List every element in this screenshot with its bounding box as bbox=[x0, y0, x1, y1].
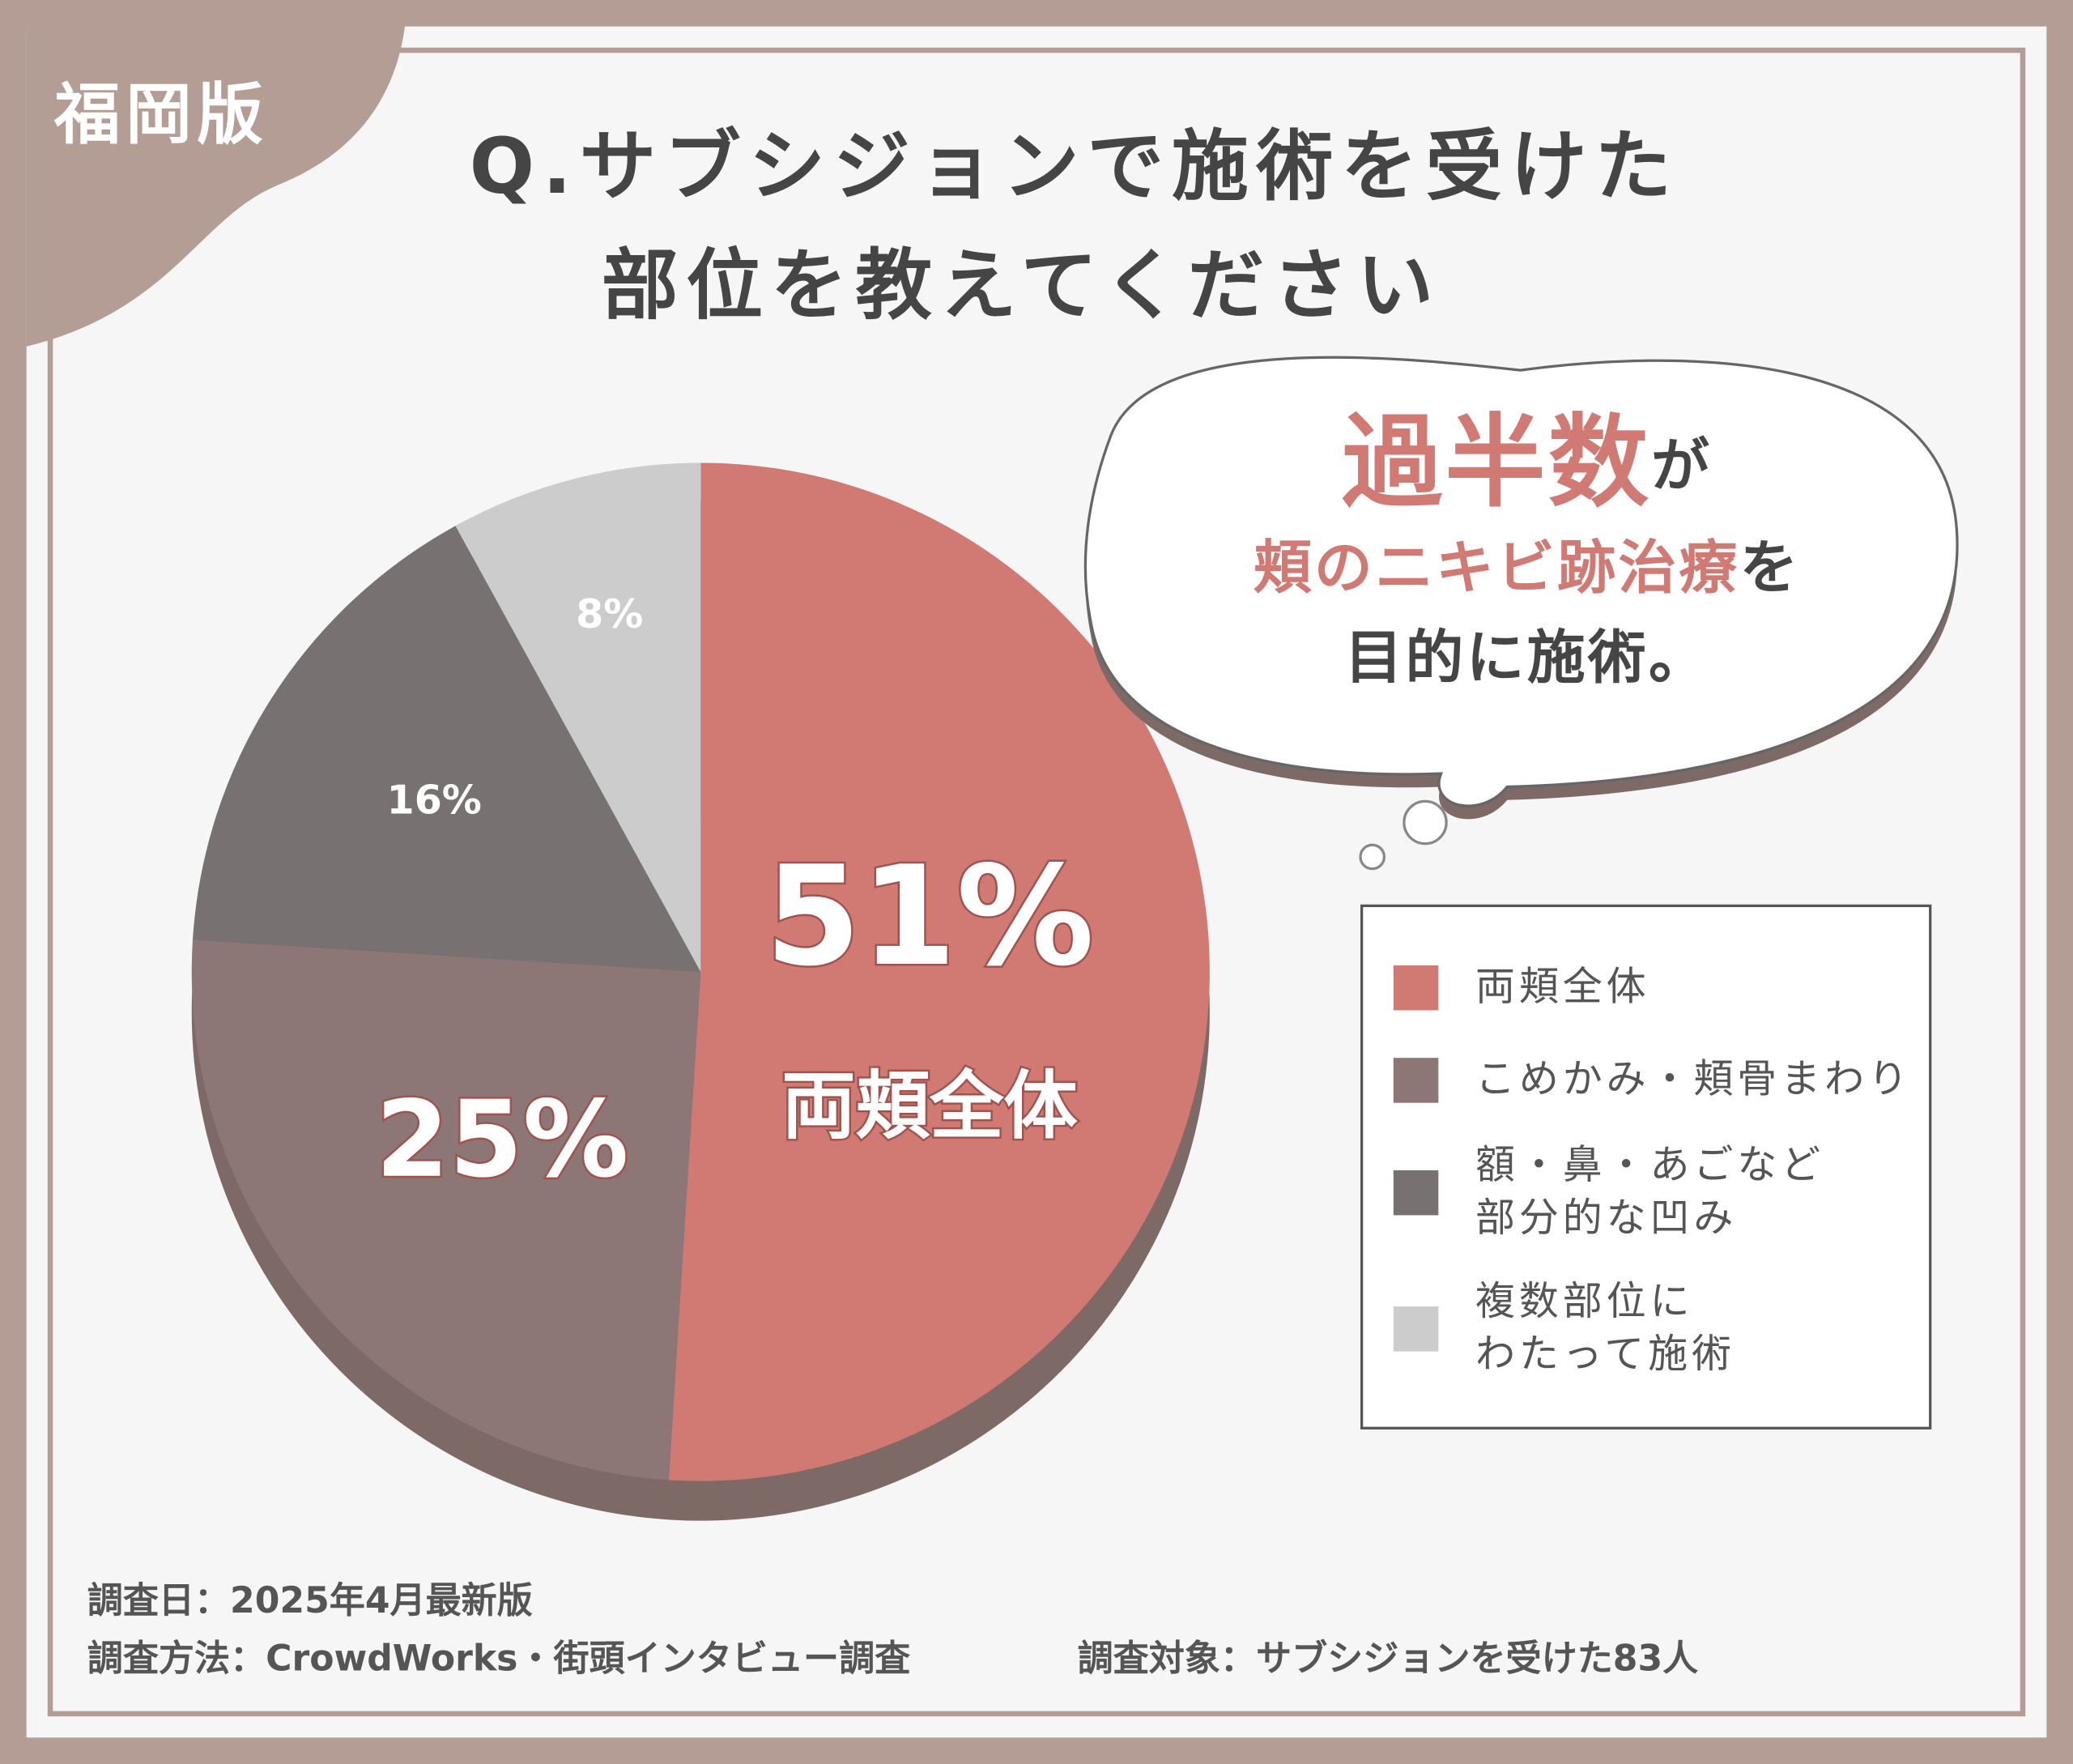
callout bbox=[1083, 356, 1959, 807]
slice-label: 両頬全体 bbox=[781, 1063, 1078, 1149]
footer: 調査日：2025年4月最新版 bbox=[87, 1580, 533, 1621]
pie-slice bbox=[191, 940, 701, 1481]
callout-line: 頬のニキビ跡治療を bbox=[1254, 533, 1801, 601]
callout-line: 過半数が bbox=[1342, 405, 1712, 522]
pie-slice bbox=[668, 462, 1210, 1481]
badge-shape bbox=[0, 0, 407, 347]
legend-label: 額・鼻・あごなど 部分的な凹み bbox=[1475, 1142, 1825, 1242]
callout-text: 過半数 bbox=[1342, 405, 1651, 522]
footer: 調査対象：サブシジョンを受けた83人 bbox=[1078, 1638, 1699, 1680]
value-label: 8% bbox=[576, 591, 643, 637]
value-label: 25% bbox=[376, 1078, 629, 1201]
value-label: 51% bbox=[765, 837, 1094, 997]
legend-label: こめかみ・頬骨まわり bbox=[1475, 1056, 1912, 1103]
badge: 福岡版 bbox=[53, 76, 268, 153]
legend-label-box: 複数部位に わたって施術 bbox=[1475, 1278, 1735, 1378]
value-label: 16% bbox=[387, 778, 482, 824]
callout-dot bbox=[1403, 799, 1448, 846]
footer: 調査方法：CrowdWorks・街頭インタビュー調査 bbox=[87, 1638, 911, 1680]
callout-text: 目的に施術。 bbox=[1344, 623, 1709, 691]
callout-text: が bbox=[1651, 431, 1712, 499]
legend-label-box: こめかみ・頬骨まわり bbox=[1475, 1056, 1912, 1103]
legend-label-box: 額・鼻・あごなど 部分的な凹み bbox=[1475, 1142, 1825, 1242]
callout-dot bbox=[1359, 843, 1386, 871]
callout-text: 頬のニキビ跡治療 bbox=[1254, 533, 1740, 601]
legend-label-box: 両頬全体 bbox=[1475, 964, 1650, 1011]
legend-swatch bbox=[1393, 1170, 1439, 1216]
title: 部位を教えてください bbox=[602, 241, 1441, 330]
legend bbox=[1360, 904, 1932, 1430]
title: Q.サブシジョンで施術を受けた bbox=[470, 122, 1679, 211]
pie-slice bbox=[192, 526, 701, 973]
callout-line: 目的に施術。 bbox=[1344, 623, 1709, 691]
legend-swatch bbox=[1393, 1306, 1439, 1352]
callout-text: を bbox=[1740, 533, 1801, 601]
legend-swatch bbox=[1393, 965, 1439, 1011]
inner-border bbox=[47, 47, 2026, 1717]
legend-label: 複数部位に わたって施術 bbox=[1475, 1278, 1735, 1378]
legend-label: 両頬全体 bbox=[1475, 964, 1650, 1011]
pie-slice bbox=[455, 462, 701, 973]
pie: 51% 両頬全体 25% 16% 8% bbox=[191, 462, 1210, 1521]
legend-swatch bbox=[1393, 1058, 1439, 1103]
